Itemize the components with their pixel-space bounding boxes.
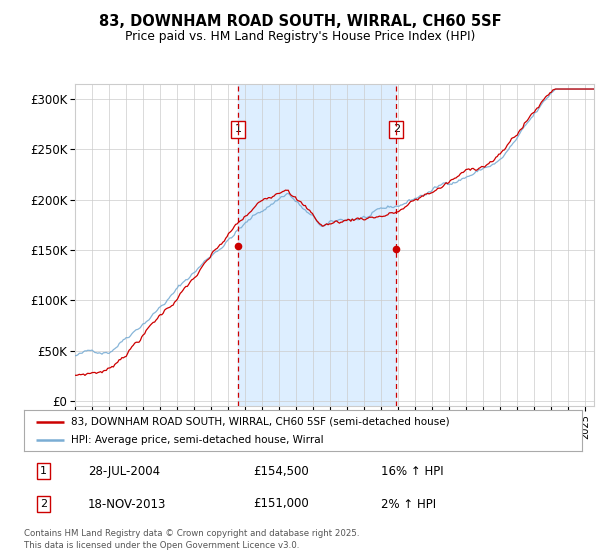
Text: £151,000: £151,000 — [253, 497, 308, 511]
Text: 2: 2 — [393, 124, 400, 134]
Text: Contains HM Land Registry data © Crown copyright and database right 2025.
This d: Contains HM Land Registry data © Crown c… — [24, 529, 359, 550]
Text: HPI: Average price, semi-detached house, Wirral: HPI: Average price, semi-detached house,… — [71, 435, 324, 445]
Text: 18-NOV-2013: 18-NOV-2013 — [88, 497, 167, 511]
Text: 28-JUL-2004: 28-JUL-2004 — [88, 465, 160, 478]
Text: 2% ↑ HPI: 2% ↑ HPI — [381, 497, 436, 511]
Text: 83, DOWNHAM ROAD SOUTH, WIRRAL, CH60 5SF: 83, DOWNHAM ROAD SOUTH, WIRRAL, CH60 5SF — [98, 14, 502, 29]
Text: £154,500: £154,500 — [253, 465, 308, 478]
Text: 1: 1 — [40, 466, 47, 476]
Text: 83, DOWNHAM ROAD SOUTH, WIRRAL, CH60 5SF (semi-detached house): 83, DOWNHAM ROAD SOUTH, WIRRAL, CH60 5SF… — [71, 417, 450, 427]
Text: 1: 1 — [235, 124, 241, 134]
Text: 16% ↑ HPI: 16% ↑ HPI — [381, 465, 444, 478]
Text: 2: 2 — [40, 499, 47, 509]
Bar — [238, 84, 396, 406]
Text: Price paid vs. HM Land Registry's House Price Index (HPI): Price paid vs. HM Land Registry's House … — [125, 30, 475, 43]
